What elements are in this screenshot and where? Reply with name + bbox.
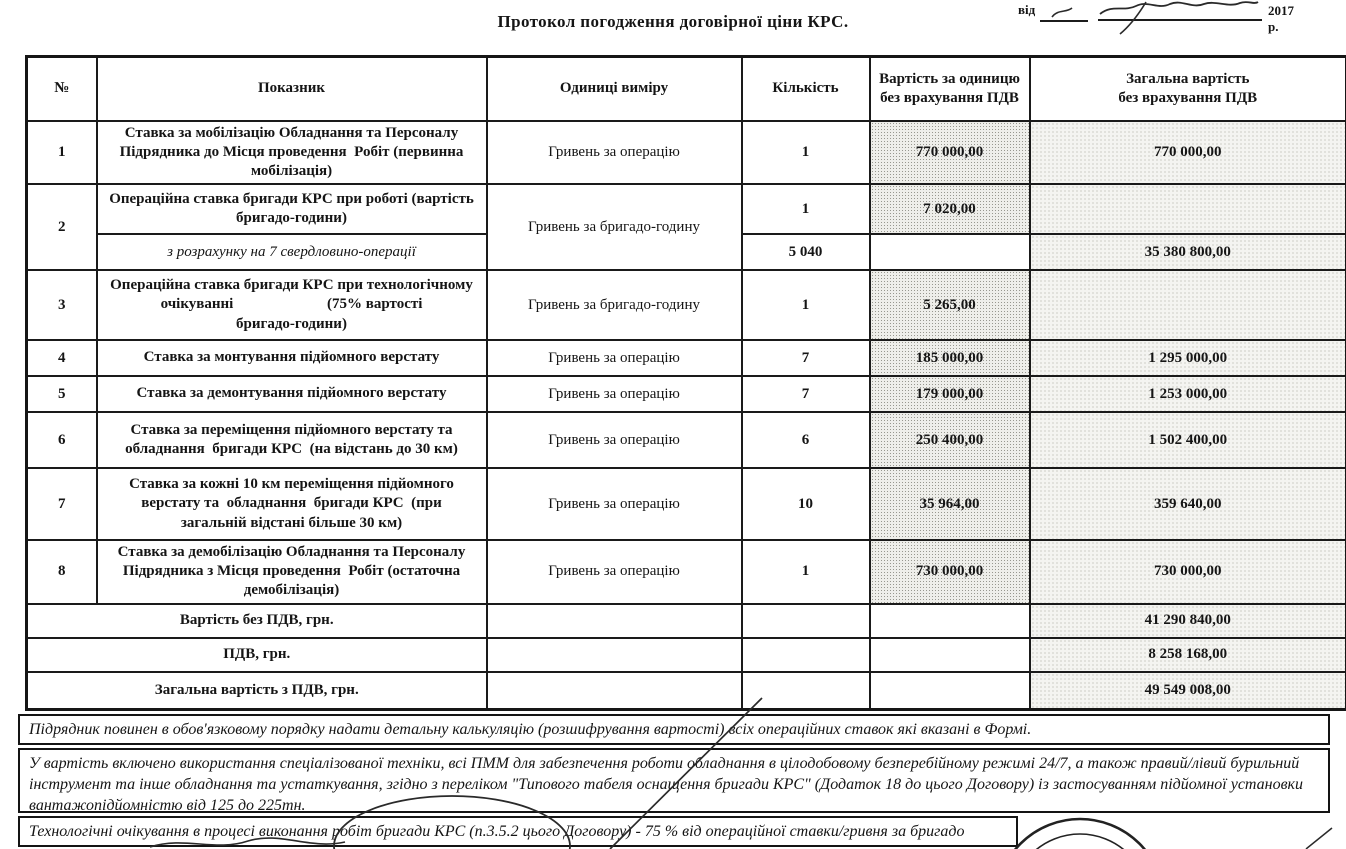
- cell-unit: Гривень за операцію: [485, 119, 743, 186]
- stamp-inner-ring: [1035, 833, 1125, 849]
- summary-label: ПДВ, грн.: [25, 636, 488, 673]
- stamp: Україна: [1014, 817, 1146, 849]
- empty-cell: [485, 602, 743, 639]
- summary-label: Вартість без ПДВ, грн.: [25, 602, 488, 639]
- empty-cell: [868, 602, 1031, 639]
- cell-total: 35 380 800,00: [1028, 233, 1346, 272]
- empty-cell: [485, 636, 743, 673]
- cell-indicator: Ставка за монтування підйомного верстату: [95, 339, 488, 378]
- cell-indicator: Операційна ставка бригади КРС при технол…: [95, 269, 488, 342]
- cell-total: 359 640,00: [1028, 467, 1346, 542]
- empty-cell: [740, 602, 871, 639]
- cell-unit-cost: 5 265,00: [868, 269, 1031, 342]
- cell-total: 730 000,00: [1028, 539, 1346, 605]
- cell-num: 8: [25, 539, 98, 605]
- table-subrow: з розрахунку на 7 свердловино-операції 5…: [27, 233, 1346, 272]
- pen-stroke: [1305, 827, 1333, 849]
- cell-indicator: Ставка за демонтування підйомного верста…: [95, 375, 488, 414]
- cell-qty: 5 040: [740, 233, 871, 272]
- cell-unit: Гривень за операцію: [485, 339, 743, 378]
- cell-qty: 1: [740, 269, 871, 342]
- cell-unit-cost: 7 020,00: [868, 183, 1031, 236]
- cell-total: [1028, 183, 1346, 236]
- cell-unit: Гривень за бригадо-годину: [485, 269, 743, 342]
- cell-num: 7: [25, 467, 98, 542]
- cell-total: [1028, 269, 1346, 342]
- cell-unit-cost: 35 964,00: [868, 467, 1031, 542]
- stamp-outer-ring: [1014, 817, 1146, 849]
- empty-cell: [740, 636, 871, 673]
- header-unit: Одиниці виміру: [485, 55, 743, 122]
- summary-label-total: Загальна вартість з ПДВ, грн.: [25, 670, 488, 711]
- cell-qty: 1: [740, 183, 871, 236]
- summary-value-total: 49 549 008,00: [1028, 670, 1346, 711]
- cell-unit: Гривень за операцію: [485, 411, 743, 470]
- pricing-table: № Показник Одиниці виміру Кількість Варт…: [25, 55, 1346, 712]
- cell-num: 6: [25, 411, 98, 470]
- cell-indicator: Ставка за переміщення підйомного верстат…: [95, 411, 488, 470]
- cell-unit-cost: 250 400,00: [868, 411, 1031, 470]
- cell-num: 1: [25, 119, 98, 186]
- cell-total: 1 502 400,00: [1028, 411, 1346, 470]
- cell-total: 1 253 000,00: [1028, 375, 1346, 414]
- header-indicator: Показник: [95, 55, 488, 122]
- cell-num: 5: [25, 375, 98, 414]
- table-row: 2 Операційна ставка бригади КРС при робо…: [25, 183, 1346, 272]
- cell-unit-cost: 179 000,00: [868, 375, 1031, 414]
- cell-qty: 10: [740, 467, 871, 542]
- cell-qty: 6: [740, 411, 871, 470]
- cell-indicator: Операційна ставка бригади КРС при роботі…: [95, 183, 488, 236]
- cell-qty: 7: [740, 375, 871, 414]
- cell-unit-cost: 770 000,00: [868, 119, 1031, 186]
- header-qty: Кількість: [740, 55, 871, 122]
- summary-value: 8 258 168,00: [1028, 636, 1346, 673]
- cell-indicator: Ставка за кожні 10 км переміщення підйом…: [95, 467, 488, 542]
- summary-row: Вартість без ПДВ, грн. 41 290 840,00: [25, 602, 1346, 639]
- cell-indicator: Ставка за демобілізацію Обладнання та Пе…: [95, 539, 488, 605]
- date-prefix: від: [1018, 2, 1036, 17]
- cell-unit: Гривень за бригадо-годину: [485, 183, 743, 272]
- date-year: 2017 р.: [1268, 3, 1294, 34]
- header-unit-cost: Вартість за одиницю без врахування ПДВ: [868, 55, 1031, 122]
- cell-total: 770 000,00: [1028, 119, 1346, 186]
- note-cost-includes: У вартість включено використання спеціал…: [18, 748, 1330, 813]
- cell-unit: Гривень за операцію: [485, 467, 743, 542]
- summary-row: Загальна вартість з ПДВ, грн. 49 549 008…: [25, 670, 1346, 711]
- summary-value: 41 290 840,00: [1028, 602, 1346, 639]
- cell-qty: 1: [740, 539, 871, 605]
- table-row: 1 Ставка за мобілізацію Обладнання та Пе…: [25, 119, 1346, 186]
- header-total: Загальна вартість без врахування ПДВ: [1028, 55, 1346, 122]
- page-title: Протокол погодження договірної ціни КРС.: [497, 12, 849, 31]
- cell-num: 3: [25, 269, 98, 342]
- cell-unit-cost: 730 000,00: [868, 539, 1031, 605]
- empty-cell: [740, 670, 871, 711]
- note-tech-waiting: Технологічні очікування в процесі викона…: [18, 816, 1018, 847]
- table-row: 5 Ставка за демонтування підйомного верс…: [25, 375, 1346, 414]
- cell-num: 4: [25, 339, 98, 378]
- cell-unit-cost: [868, 233, 1031, 272]
- empty-cell: [868, 636, 1031, 673]
- table-row: 4 Ставка за монтування підйомного верста…: [25, 339, 1346, 378]
- table-row: 7 Ставка за кожні 10 км переміщення підй…: [25, 467, 1346, 542]
- table-row: 3 Операційна ставка бригади КРС при техн…: [25, 269, 1346, 342]
- note-calculation: Підрядник повинен в обов'язковому порядк…: [18, 714, 1330, 745]
- empty-cell: [485, 670, 743, 711]
- cell-num: 2: [25, 183, 98, 272]
- empty-cell: [868, 670, 1031, 711]
- table-row: 8 Ставка за демобілізацію Обладнання та …: [25, 539, 1346, 605]
- cell-unit-cost: 185 000,00: [868, 339, 1031, 378]
- header-num: №: [25, 55, 98, 122]
- table-header-row: № Показник Одиниці виміру Кількість Варт…: [25, 55, 1346, 122]
- cell-qty: 7: [740, 339, 871, 378]
- table-row: 6 Ставка за переміщення підйомного верст…: [25, 411, 1346, 470]
- cell-unit: Гривень за операцію: [485, 375, 743, 414]
- cell-indicator-sub: з розрахунку на 7 свердловино-операції: [95, 233, 488, 272]
- cell-qty: 1: [740, 119, 871, 186]
- cell-unit: Гривень за операцію: [485, 539, 743, 605]
- summary-row: ПДВ, грн. 8 258 168,00: [25, 636, 1346, 673]
- cell-total: 1 295 000,00: [1028, 339, 1346, 378]
- cell-indicator: Ставка за мобілізацію Обладнання та Перс…: [95, 119, 488, 186]
